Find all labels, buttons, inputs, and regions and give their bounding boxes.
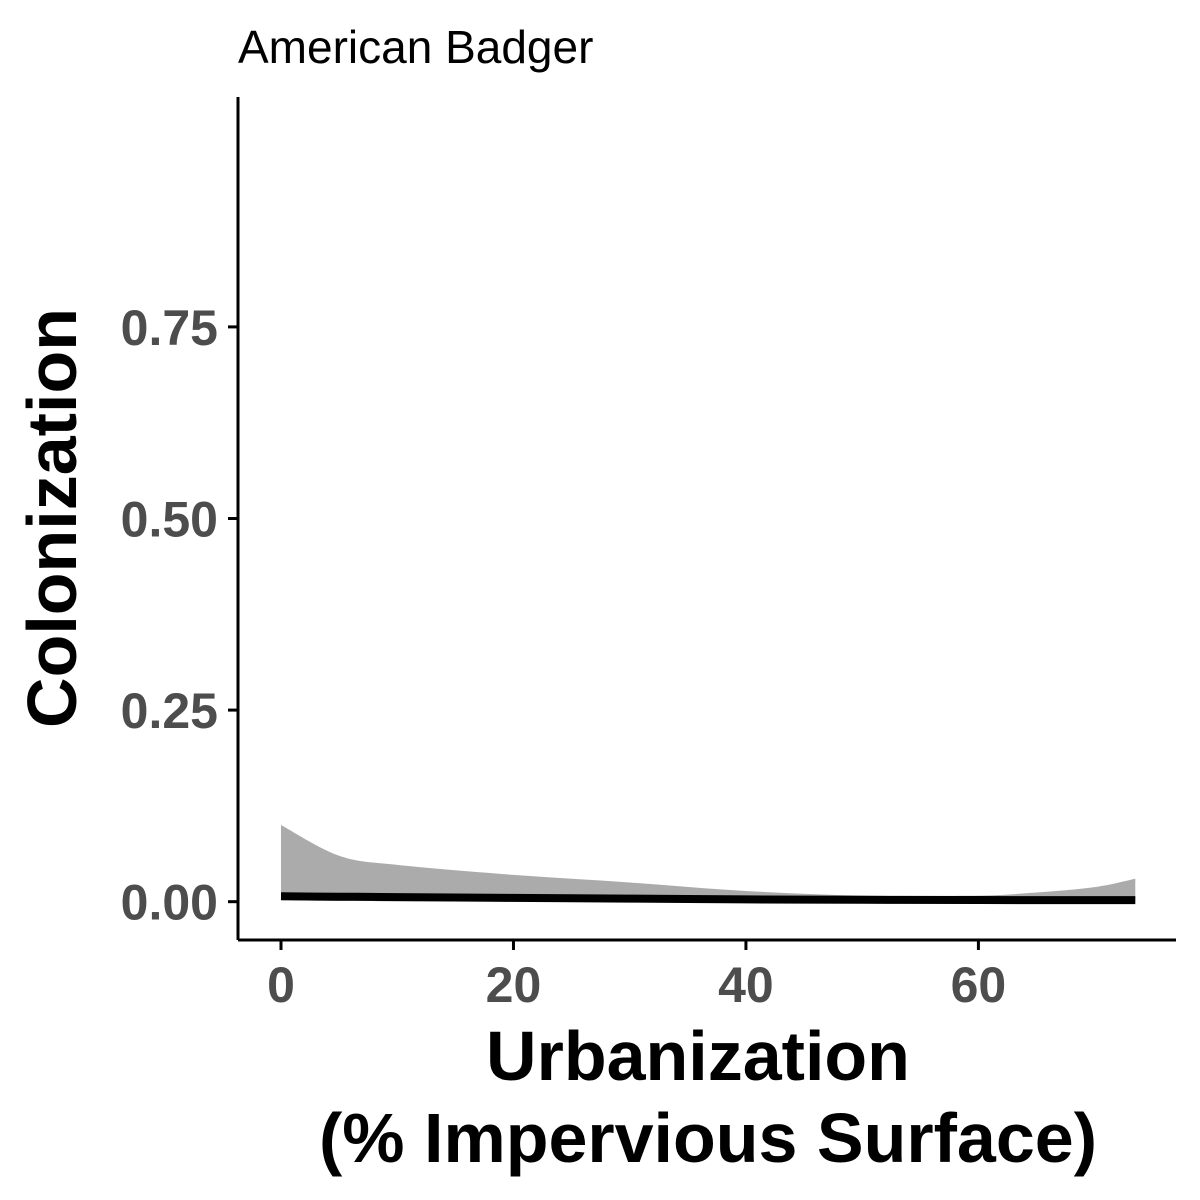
x-tick-label: 0 — [267, 957, 295, 1013]
y-tick-label: 0.25 — [121, 683, 218, 739]
confidence-ribbon — [281, 825, 1136, 902]
plot-area — [280, 825, 1136, 905]
y-tick-label: 0.50 — [121, 492, 218, 548]
x-tick-label: 60 — [951, 957, 1007, 1013]
x-tick-label: 40 — [718, 957, 774, 1013]
x-axis-title-line-2: (% Impervious Surface) — [319, 1099, 1097, 1177]
chart-title: American Badger — [238, 21, 593, 73]
x-axis: 0 20 40 60 — [267, 940, 1006, 1013]
x-tick-label: 20 — [486, 957, 542, 1013]
y-axis-title: Colonization — [13, 308, 91, 728]
y-axis: 0.00 0.25 0.50 0.75 — [121, 300, 238, 931]
y-tick-label: 0.75 — [121, 300, 218, 356]
y-tick-label: 0.00 — [121, 875, 218, 931]
x-axis-title-line-1: Urbanization — [486, 1017, 910, 1095]
estimate-line — [280, 892, 1136, 905]
